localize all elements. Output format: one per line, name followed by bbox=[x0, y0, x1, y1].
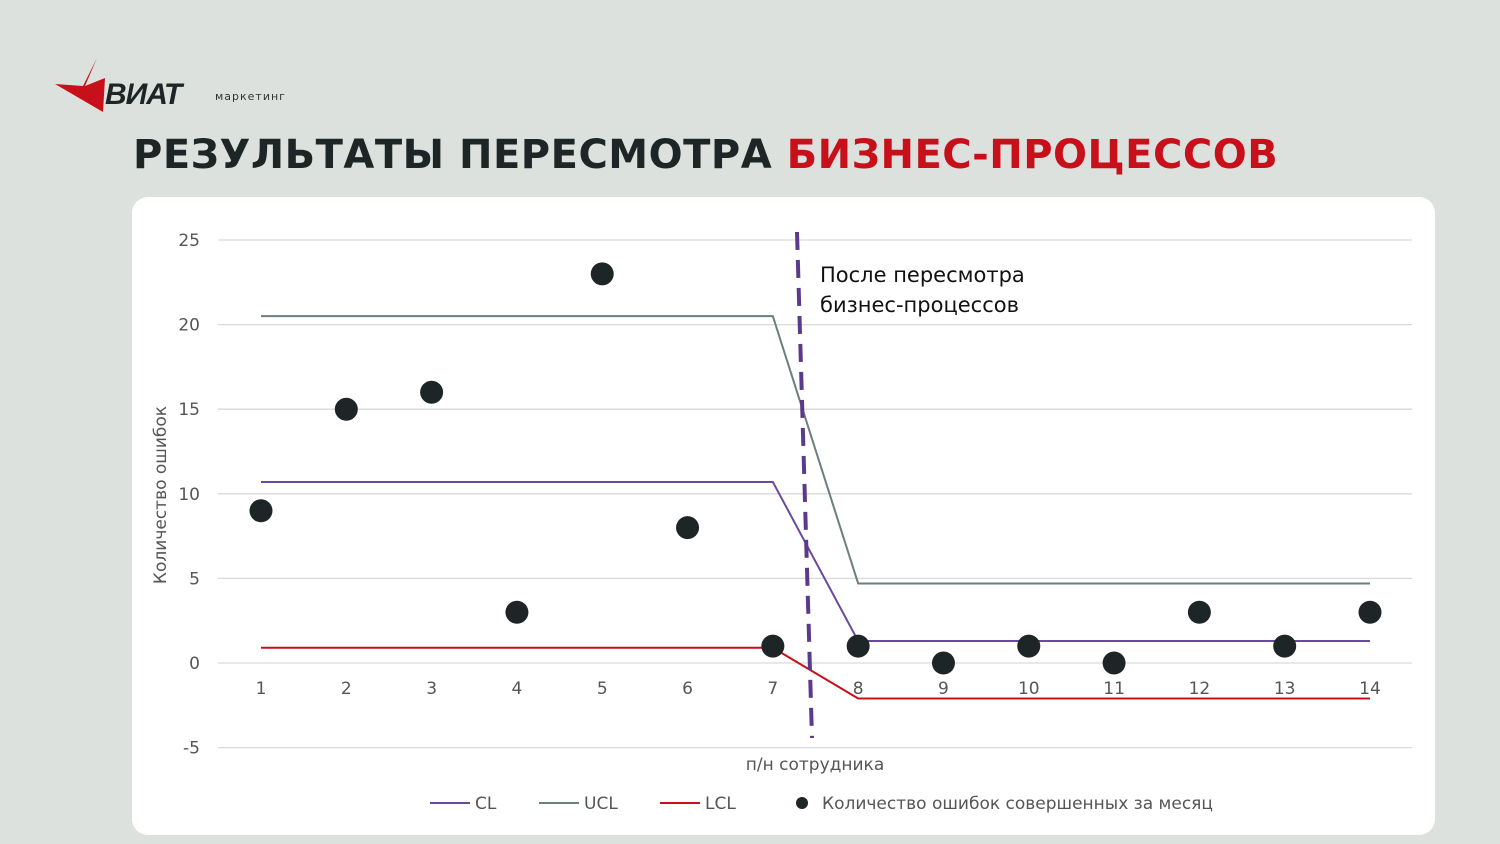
y-tick-label: 10 bbox=[178, 485, 200, 505]
data-point bbox=[1358, 600, 1382, 624]
title-accent: БИЗНЕС-ПРОЦЕССОВ bbox=[786, 132, 1279, 178]
data-point bbox=[249, 499, 273, 523]
data-point bbox=[1187, 600, 1211, 624]
data-point bbox=[676, 516, 700, 540]
x-tick-label: 11 bbox=[1103, 679, 1125, 699]
legend-swatch-points bbox=[796, 797, 808, 809]
y-tick-label: 25 bbox=[178, 231, 200, 251]
annotation-text: бизнес-процессов bbox=[820, 293, 1019, 317]
divider-dashed-line bbox=[795, 231, 814, 739]
series-line-lcl bbox=[261, 646, 1370, 700]
data-point bbox=[846, 634, 870, 658]
data-point bbox=[590, 262, 614, 286]
data-point bbox=[761, 634, 785, 658]
x-tick-label: 14 bbox=[1359, 679, 1381, 699]
series-line-ucl bbox=[261, 315, 1370, 585]
logo-word: ВИАТ bbox=[105, 78, 182, 111]
x-tick-label: 4 bbox=[512, 679, 523, 699]
data-point bbox=[1017, 634, 1041, 658]
legend-label: LCL bbox=[705, 794, 736, 814]
page-title: РЕЗУЛЬТАТЫ ПЕРЕСМОТРА БИЗНЕС-ПРОЦЕССОВ bbox=[133, 132, 1278, 178]
y-tick-label: 15 bbox=[178, 400, 200, 420]
x-tick-label: 8 bbox=[853, 679, 864, 699]
data-point bbox=[931, 651, 955, 675]
logo: ВИАТ маркетинг bbox=[55, 56, 315, 116]
data-point bbox=[420, 380, 444, 404]
y-tick-label: 5 bbox=[189, 569, 200, 589]
legend-label: UCL bbox=[584, 794, 618, 814]
x-tick-label: 12 bbox=[1189, 679, 1211, 699]
logo-subtitle: маркетинг bbox=[215, 90, 286, 103]
data-point bbox=[1102, 651, 1126, 675]
title-main: РЕЗУЛЬТАТЫ ПЕРЕСМОТРА bbox=[133, 132, 787, 178]
x-tick-label: 9 bbox=[938, 679, 949, 699]
x-tick-label: 1 bbox=[256, 679, 267, 699]
series-line-cl bbox=[261, 480, 1370, 643]
legend-label: CL bbox=[475, 794, 497, 814]
x-tick-label: 10 bbox=[1018, 679, 1040, 699]
y-tick-label: 0 bbox=[189, 654, 200, 674]
x-tick-label: 2 bbox=[341, 679, 352, 699]
x-tick-label: 7 bbox=[767, 679, 778, 699]
chart-card bbox=[132, 197, 1435, 835]
annotation-text: После пересмотра bbox=[820, 263, 1025, 287]
data-point bbox=[505, 600, 529, 624]
data-point bbox=[334, 397, 358, 421]
y-tick-label: 20 bbox=[178, 316, 200, 336]
data-point bbox=[1273, 634, 1297, 658]
x-tick-label: 6 bbox=[682, 679, 693, 699]
logo-bolt-icon bbox=[55, 58, 105, 112]
x-tick-label: 3 bbox=[426, 679, 437, 699]
legend-label: Количество ошибок совершенных за месяц bbox=[822, 794, 1213, 814]
y-axis-label: Количество ошибок bbox=[151, 406, 171, 584]
x-tick-label: 5 bbox=[597, 679, 608, 699]
x-tick-label: 13 bbox=[1274, 679, 1296, 699]
x-axis-label: п/н сотрудника bbox=[746, 755, 884, 775]
y-tick-label: -5 bbox=[183, 739, 200, 759]
